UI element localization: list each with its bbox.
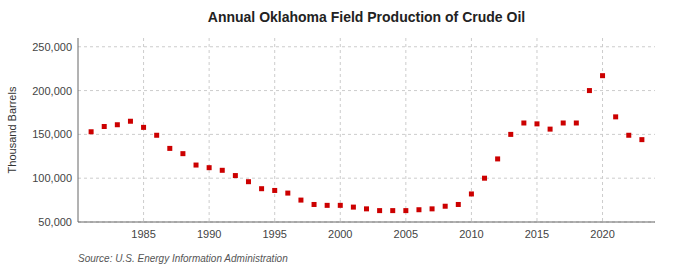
point xyxy=(613,114,618,119)
x-axis-line xyxy=(78,222,655,223)
point xyxy=(600,73,605,78)
point xyxy=(89,129,94,134)
point xyxy=(259,186,264,191)
point xyxy=(141,125,146,130)
point xyxy=(469,191,474,196)
grid xyxy=(78,38,655,222)
y-tick-label: 50,000 xyxy=(38,216,72,228)
point xyxy=(167,146,172,151)
y-grid-line xyxy=(78,222,655,223)
point xyxy=(508,132,513,137)
point xyxy=(416,207,421,212)
point xyxy=(390,208,395,213)
point xyxy=(180,151,185,156)
x-tick-label: 2005 xyxy=(394,228,418,240)
x-tick-label: 2010 xyxy=(459,228,483,240)
point xyxy=(233,173,238,178)
point xyxy=(639,137,644,142)
point xyxy=(364,206,369,211)
point xyxy=(521,120,526,125)
point xyxy=(207,165,212,170)
point xyxy=(246,179,251,184)
point xyxy=(338,203,343,208)
point xyxy=(102,124,107,129)
point xyxy=(377,208,382,213)
y-grid-line xyxy=(78,46,655,47)
point xyxy=(456,202,461,207)
y-tick-label: 250,000 xyxy=(32,41,72,53)
x-grid-line xyxy=(274,38,275,222)
ticks: 50,000 100,000 150,000 200,000 250,000 1985 19… xyxy=(32,41,615,240)
x-grid-line xyxy=(143,38,144,222)
point xyxy=(587,88,592,93)
x-tick-label: 2020 xyxy=(590,228,614,240)
points xyxy=(89,73,645,213)
point xyxy=(115,122,120,127)
y-axis-label: Thousand Barrels xyxy=(6,86,18,173)
point xyxy=(272,188,277,193)
point xyxy=(194,163,199,168)
y-grid-line xyxy=(78,134,655,135)
point xyxy=(443,204,448,209)
y-axis-line xyxy=(78,38,79,222)
y-grid-line xyxy=(78,178,655,179)
point xyxy=(495,156,500,161)
title: Annual Oklahoma Field Production of Crud… xyxy=(208,9,525,25)
point xyxy=(574,120,579,125)
point xyxy=(154,133,159,138)
point xyxy=(482,176,487,181)
source-note: Source: U.S. Energy Information Administ… xyxy=(78,253,288,264)
point xyxy=(220,168,225,173)
y-tick-label: 100,000 xyxy=(32,172,72,184)
x-grid-line xyxy=(209,38,210,222)
x-grid-line xyxy=(340,38,341,222)
x-tick-label: 1995 xyxy=(262,228,286,240)
point xyxy=(561,120,566,125)
x-grid-line xyxy=(536,38,537,222)
chart: 50,000 100,000 150,000 200,000 250,000 1985 19… xyxy=(0,0,675,275)
y-grid-line xyxy=(78,90,655,91)
point xyxy=(312,202,317,207)
x-tick-label: 1990 xyxy=(197,228,221,240)
y-tick-label: 150,000 xyxy=(32,128,72,140)
point xyxy=(626,133,631,138)
point xyxy=(298,198,303,203)
point xyxy=(351,205,356,210)
point xyxy=(548,127,553,132)
y-tick-label: 200,000 xyxy=(32,85,72,97)
point xyxy=(128,119,133,124)
point xyxy=(430,206,435,211)
x-tick-label: 2015 xyxy=(525,228,549,240)
x-grid-line xyxy=(602,38,603,222)
point xyxy=(534,121,539,126)
point xyxy=(325,203,330,208)
point xyxy=(285,191,290,196)
x-grid-line xyxy=(405,38,406,222)
x-tick-label: 2000 xyxy=(328,228,352,240)
point xyxy=(403,208,408,213)
x-tick-label: 1985 xyxy=(131,228,155,240)
